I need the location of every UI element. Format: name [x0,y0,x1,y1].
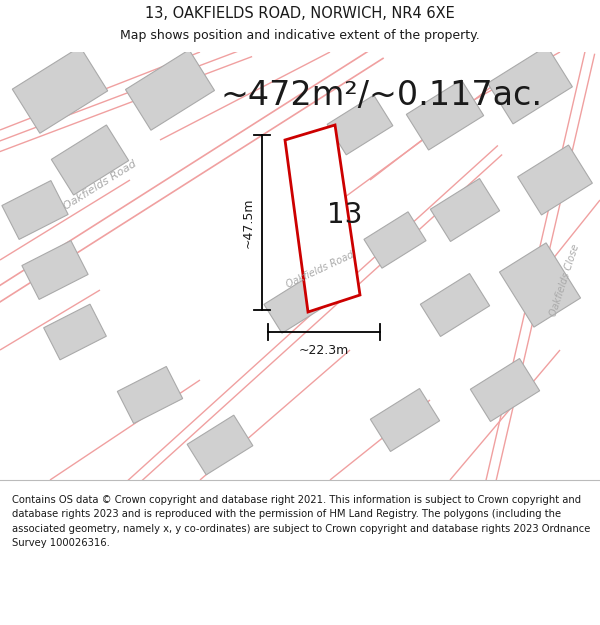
Polygon shape [518,145,592,215]
Text: Oakfields Road: Oakfields Road [62,159,138,211]
Polygon shape [125,50,215,130]
Polygon shape [187,415,253,475]
Text: Oakfields Close: Oakfields Close [548,242,581,318]
Polygon shape [13,47,107,133]
Polygon shape [52,125,128,195]
Text: 13: 13 [328,201,362,229]
Polygon shape [327,95,393,155]
Polygon shape [118,366,182,424]
Polygon shape [2,181,68,239]
Polygon shape [421,274,490,336]
Polygon shape [406,80,484,150]
Polygon shape [264,277,326,333]
Polygon shape [430,179,500,241]
Text: ~472m²/~0.117ac.: ~472m²/~0.117ac. [220,79,542,111]
Text: 13, OAKFIELDS ROAD, NORWICH, NR4 6XE: 13, OAKFIELDS ROAD, NORWICH, NR4 6XE [145,6,455,21]
Text: Map shows position and indicative extent of the property.: Map shows position and indicative extent… [120,29,480,42]
Polygon shape [370,389,440,451]
Polygon shape [285,125,360,312]
Text: ~22.3m: ~22.3m [299,344,349,356]
Polygon shape [499,243,581,327]
Text: ~47.5m: ~47.5m [241,198,254,248]
Polygon shape [470,359,539,421]
Polygon shape [488,46,572,124]
Polygon shape [22,241,88,299]
Text: Contains OS data © Crown copyright and database right 2021. This information is : Contains OS data © Crown copyright and d… [12,495,590,548]
Polygon shape [364,212,426,268]
Polygon shape [44,304,106,360]
Text: Oakfields Road: Oakfields Road [284,250,355,290]
